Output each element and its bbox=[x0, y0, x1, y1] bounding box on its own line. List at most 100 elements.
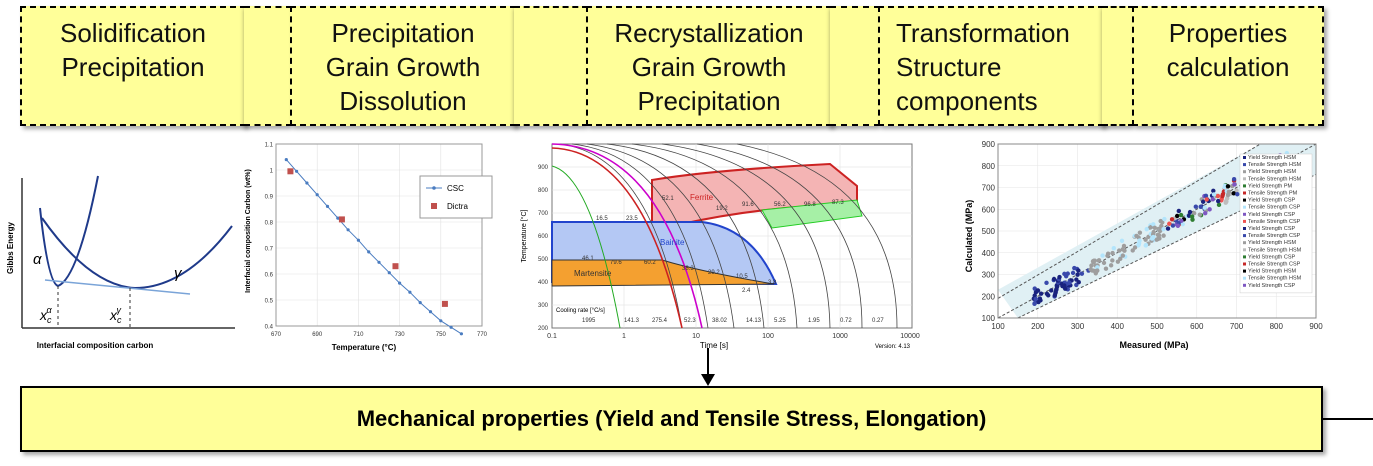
scatter-point bbox=[1038, 291, 1044, 296]
y-tick-label: 0.6 bbox=[265, 273, 274, 279]
csc-point bbox=[439, 319, 443, 323]
legend-marker bbox=[1243, 234, 1246, 238]
legend-marker bbox=[1243, 227, 1246, 230]
stage-line: Properties bbox=[1168, 18, 1288, 48]
legend-csc-label: CSC bbox=[447, 184, 464, 193]
legend-marker bbox=[1243, 191, 1246, 195]
gibbs-energy-plot: α γ xcα xcγ Gibbs Energy Interfacial com… bbox=[6, 175, 235, 350]
stage-text: Precipitation Grain Growth Dissolution bbox=[326, 16, 481, 118]
scatter-point bbox=[1049, 288, 1054, 293]
y-tick-label: 100 bbox=[982, 314, 996, 323]
legend-csc-marker bbox=[432, 186, 436, 190]
y-tick-label: 0.7 bbox=[265, 247, 274, 253]
svg-text:10: 10 bbox=[692, 333, 700, 340]
scatter-point bbox=[1092, 258, 1098, 263]
legend-entry: Tensile Strength CSP bbox=[1248, 205, 1301, 211]
svg-text:1: 1 bbox=[622, 333, 626, 340]
region-label-bainite: Bainite bbox=[660, 238, 685, 247]
svg-text:275.4: 275.4 bbox=[652, 318, 668, 324]
scatter-point bbox=[1144, 226, 1149, 232]
scatter-point bbox=[1051, 276, 1057, 282]
legend-dictra-label: Dictra bbox=[447, 202, 468, 211]
cooling-curve-green bbox=[551, 165, 621, 329]
x-tick-label: 700 bbox=[1230, 322, 1244, 331]
svg-text:14.13: 14.13 bbox=[746, 318, 762, 324]
scatter-point bbox=[1152, 225, 1157, 231]
svg-text:52.1: 52.1 bbox=[662, 196, 674, 202]
svg-text:16.5: 16.5 bbox=[596, 216, 608, 222]
scatter-point bbox=[1105, 253, 1110, 258]
x-tick-label: 670 bbox=[271, 332, 282, 338]
y-tick-label: 0.9 bbox=[265, 195, 274, 201]
y-tick-label: 0.4 bbox=[265, 325, 274, 331]
svg-text:600: 600 bbox=[538, 234, 549, 240]
legend-marker bbox=[1243, 241, 1246, 245]
plot-frame bbox=[275, 143, 483, 327]
stage-line: Solidification bbox=[60, 18, 206, 48]
calculated-vs-measured-chart: 100 200 300 400 500 600 700 800 900 100 200 300 400 5… bbox=[964, 136, 1326, 356]
scatter-point bbox=[1202, 205, 1207, 210]
legend-marker bbox=[1243, 184, 1246, 188]
scatter-point bbox=[1211, 188, 1216, 194]
stage-box-solidification: Solidification Precipitation bbox=[20, 6, 246, 126]
scatter-point bbox=[1132, 245, 1138, 250]
cooling-curve-magenta bbox=[551, 143, 703, 329]
scatter-point bbox=[1170, 223, 1176, 228]
stage-text: Recrystallization Grain Growth Precipita… bbox=[614, 16, 803, 118]
svg-text:96.8: 96.8 bbox=[804, 202, 816, 208]
legend-marker bbox=[1243, 276, 1246, 280]
svg-text:700: 700 bbox=[538, 211, 549, 217]
scatter-point bbox=[1118, 256, 1123, 262]
legend-entry: Tensile Strength HSM bbox=[1248, 176, 1302, 182]
scatter-point bbox=[1067, 280, 1072, 286]
svg-text:141.3: 141.3 bbox=[624, 318, 640, 324]
legend-marker bbox=[1243, 262, 1246, 266]
stage-line: Recrystallization bbox=[614, 18, 804, 48]
x-tick-label: 750 bbox=[436, 332, 447, 338]
y-tick-label: 1 bbox=[270, 169, 274, 175]
legend-entry: Yield Strength CSP bbox=[1248, 198, 1296, 204]
legend-entry: Yield Strength CSP bbox=[1248, 254, 1296, 260]
scatter-point bbox=[1161, 226, 1166, 232]
scatter-point bbox=[1161, 233, 1166, 238]
scatter-point bbox=[1204, 197, 1209, 202]
pearlite-region bbox=[761, 199, 863, 229]
x-tick-label: 300 bbox=[1071, 322, 1085, 331]
comp-ylabel: Interfacial composition Carbon (wt%) bbox=[245, 169, 252, 293]
scatter-point bbox=[1200, 199, 1206, 204]
svg-text:5.25: 5.25 bbox=[774, 318, 786, 324]
svg-text:56.2: 56.2 bbox=[774, 202, 786, 208]
scatter-point bbox=[1065, 271, 1070, 276]
csc-point bbox=[418, 301, 422, 305]
svg-text:46.1: 46.1 bbox=[582, 256, 594, 262]
legend-entry: Tensile Strength CSP bbox=[1248, 262, 1301, 268]
legend-entry: Tensile Strength HSM bbox=[1248, 247, 1302, 253]
csc-point bbox=[459, 332, 463, 336]
legend-entry: Yield Strength HSM bbox=[1248, 240, 1297, 246]
plot-frame bbox=[997, 143, 1317, 319]
scatter-point bbox=[1234, 188, 1239, 193]
x-tick-label: 770 bbox=[477, 332, 488, 338]
legend-entry: Yield Strength HSM bbox=[1248, 269, 1297, 275]
x-tick-label: 400 bbox=[1111, 322, 1125, 331]
alpha-curve bbox=[39, 175, 99, 288]
legend-entry: Yield Strength PM bbox=[1248, 183, 1293, 189]
legend-entry: Yield Strength CSP bbox=[1248, 226, 1296, 232]
gibbs-xlabel: Interfacial composition carbon bbox=[37, 341, 154, 350]
dictra-point bbox=[392, 263, 399, 270]
dictra-point bbox=[441, 300, 448, 307]
svg-text:100: 100 bbox=[762, 333, 774, 340]
stage-line: Grain Growth bbox=[325, 52, 481, 82]
cooling-curves bbox=[559, 143, 898, 329]
svg-text:0.1: 0.1 bbox=[547, 333, 557, 340]
scatter-point bbox=[1075, 272, 1080, 277]
y-tick-label: 900 bbox=[982, 140, 996, 149]
scatter-point bbox=[1101, 260, 1107, 266]
stage-text: Solidification Precipitation bbox=[60, 16, 206, 84]
legend-entry: Yield Strength HSM bbox=[1248, 169, 1297, 175]
legend-entry: Yield Strength CSP bbox=[1248, 283, 1296, 289]
scatter-point bbox=[1137, 230, 1143, 235]
csc-point bbox=[284, 158, 288, 162]
svg-text:1995: 1995 bbox=[582, 318, 596, 324]
